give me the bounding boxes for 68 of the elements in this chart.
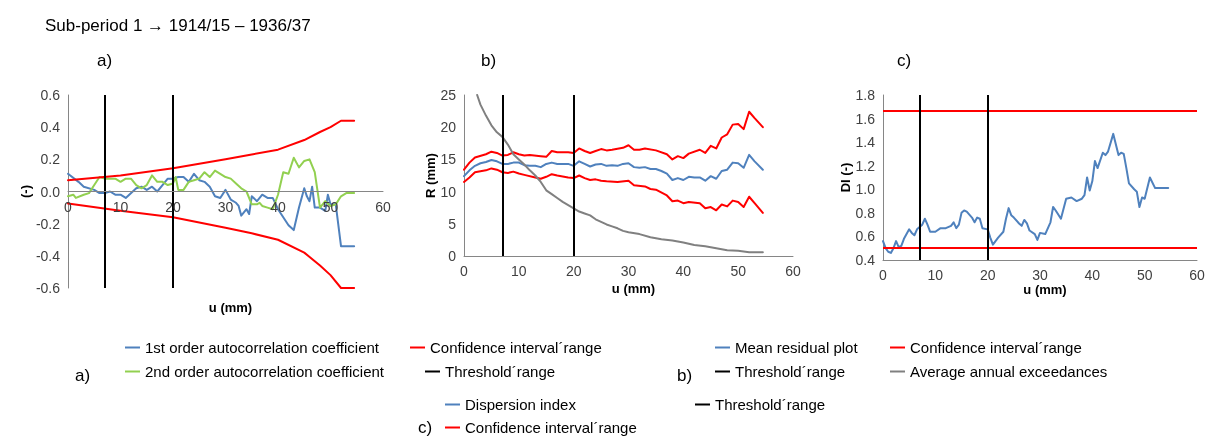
legend-label: Mean residual plot <box>735 339 859 356</box>
chart-title: c) <box>418 418 433 437</box>
legend-label: Confidence interval´range <box>430 339 602 356</box>
chart-title: b) <box>481 51 497 70</box>
x-tick-label: 0 <box>879 267 888 283</box>
chart-title: c) <box>897 51 912 70</box>
line-series <box>476 94 764 254</box>
x-tick-label: 10 <box>927 267 944 283</box>
legend-label: Dispersion index <box>465 396 577 413</box>
y-tick-label: -0.4 <box>35 247 61 264</box>
line-series <box>67 119 356 182</box>
y-tick-label: 1.0 <box>855 181 876 198</box>
y-tick-label: -0.2 <box>35 215 61 232</box>
x-tick-label: 40 <box>675 263 692 279</box>
x-axis-title: u (mm) <box>611 281 656 296</box>
x-tick-label: 10 <box>511 263 527 279</box>
y-tick-label: 0.8 <box>855 204 876 221</box>
legend-label: Confidence interval´range <box>465 419 637 436</box>
y-tick-label: 25 <box>440 87 457 103</box>
y-tick-label: -0.6 <box>35 280 61 296</box>
chart-title: Sub-period 1 → 1914/15 – 1936/37 <box>45 16 311 35</box>
y-tick-label: 0.2 <box>40 151 61 168</box>
y-tick-label: 0.6 <box>855 228 876 245</box>
y-tick-label: 0.4 <box>40 119 61 136</box>
chart-title: b) <box>677 366 693 385</box>
x-axis-title: u (mm) <box>208 300 253 315</box>
y-tick-label: 15 <box>440 151 457 168</box>
y-tick-label: 0 <box>448 248 457 264</box>
x-tick-label: 60 <box>375 198 391 215</box>
chart-subtitle: a) <box>97 51 113 70</box>
legend-label: Threshold´range <box>735 363 846 380</box>
legend-label: Confidence interval´range <box>910 339 1082 356</box>
y-axis-title: (-) <box>17 185 33 198</box>
x-tick-label: 0 <box>460 263 469 279</box>
y-tick-label: 1.2 <box>855 157 876 174</box>
x-tick-label: 30 <box>217 198 234 215</box>
x-tick-label: 20 <box>565 263 582 279</box>
y-tick-label: 0.0 <box>40 183 61 200</box>
y-tick-label: 5 <box>448 215 457 232</box>
line-series <box>463 110 764 171</box>
x-tick-label: 50 <box>322 198 339 215</box>
x-tick-label: 60 <box>785 263 801 279</box>
legend-label: 1st order autocorrelation coefficient <box>145 339 380 356</box>
x-tick-label: 40 <box>1084 267 1101 283</box>
line-series <box>463 153 764 182</box>
y-tick-label: 0.4 <box>855 252 876 268</box>
x-tick-label: 50 <box>730 263 747 279</box>
y-tick-label: 1.4 <box>855 134 876 151</box>
y-tick-label: 10 <box>440 183 457 200</box>
text: a) <box>75 366 91 385</box>
legend-label: Threshold´range <box>445 363 556 380</box>
legend-label: Average annual exceedances <box>910 363 1108 380</box>
x-axis-title: u (mm) <box>1023 282 1067 297</box>
x-tick-label: 60 <box>1189 267 1205 283</box>
line-series <box>463 167 764 214</box>
x-tick-label: 30 <box>1032 267 1048 283</box>
y-tick-label: 1.6 <box>855 110 876 127</box>
y-tick-label: 20 <box>440 119 457 136</box>
line-series <box>882 132 1170 254</box>
x-tick-label: 30 <box>620 263 637 279</box>
y-axis-title: DI (-) <box>837 162 853 193</box>
x-tick-label: 20 <box>979 267 996 283</box>
legend-label: Threshold´range <box>715 396 826 413</box>
legend-label: 2nd order autocorrelation coefficient <box>145 363 385 380</box>
y-tick-label: 0.6 <box>40 87 61 103</box>
x-tick-label: 50 <box>1136 267 1153 283</box>
y-tick-label: 1.8 <box>855 87 876 103</box>
y-axis-title: R (mm) <box>422 153 438 198</box>
